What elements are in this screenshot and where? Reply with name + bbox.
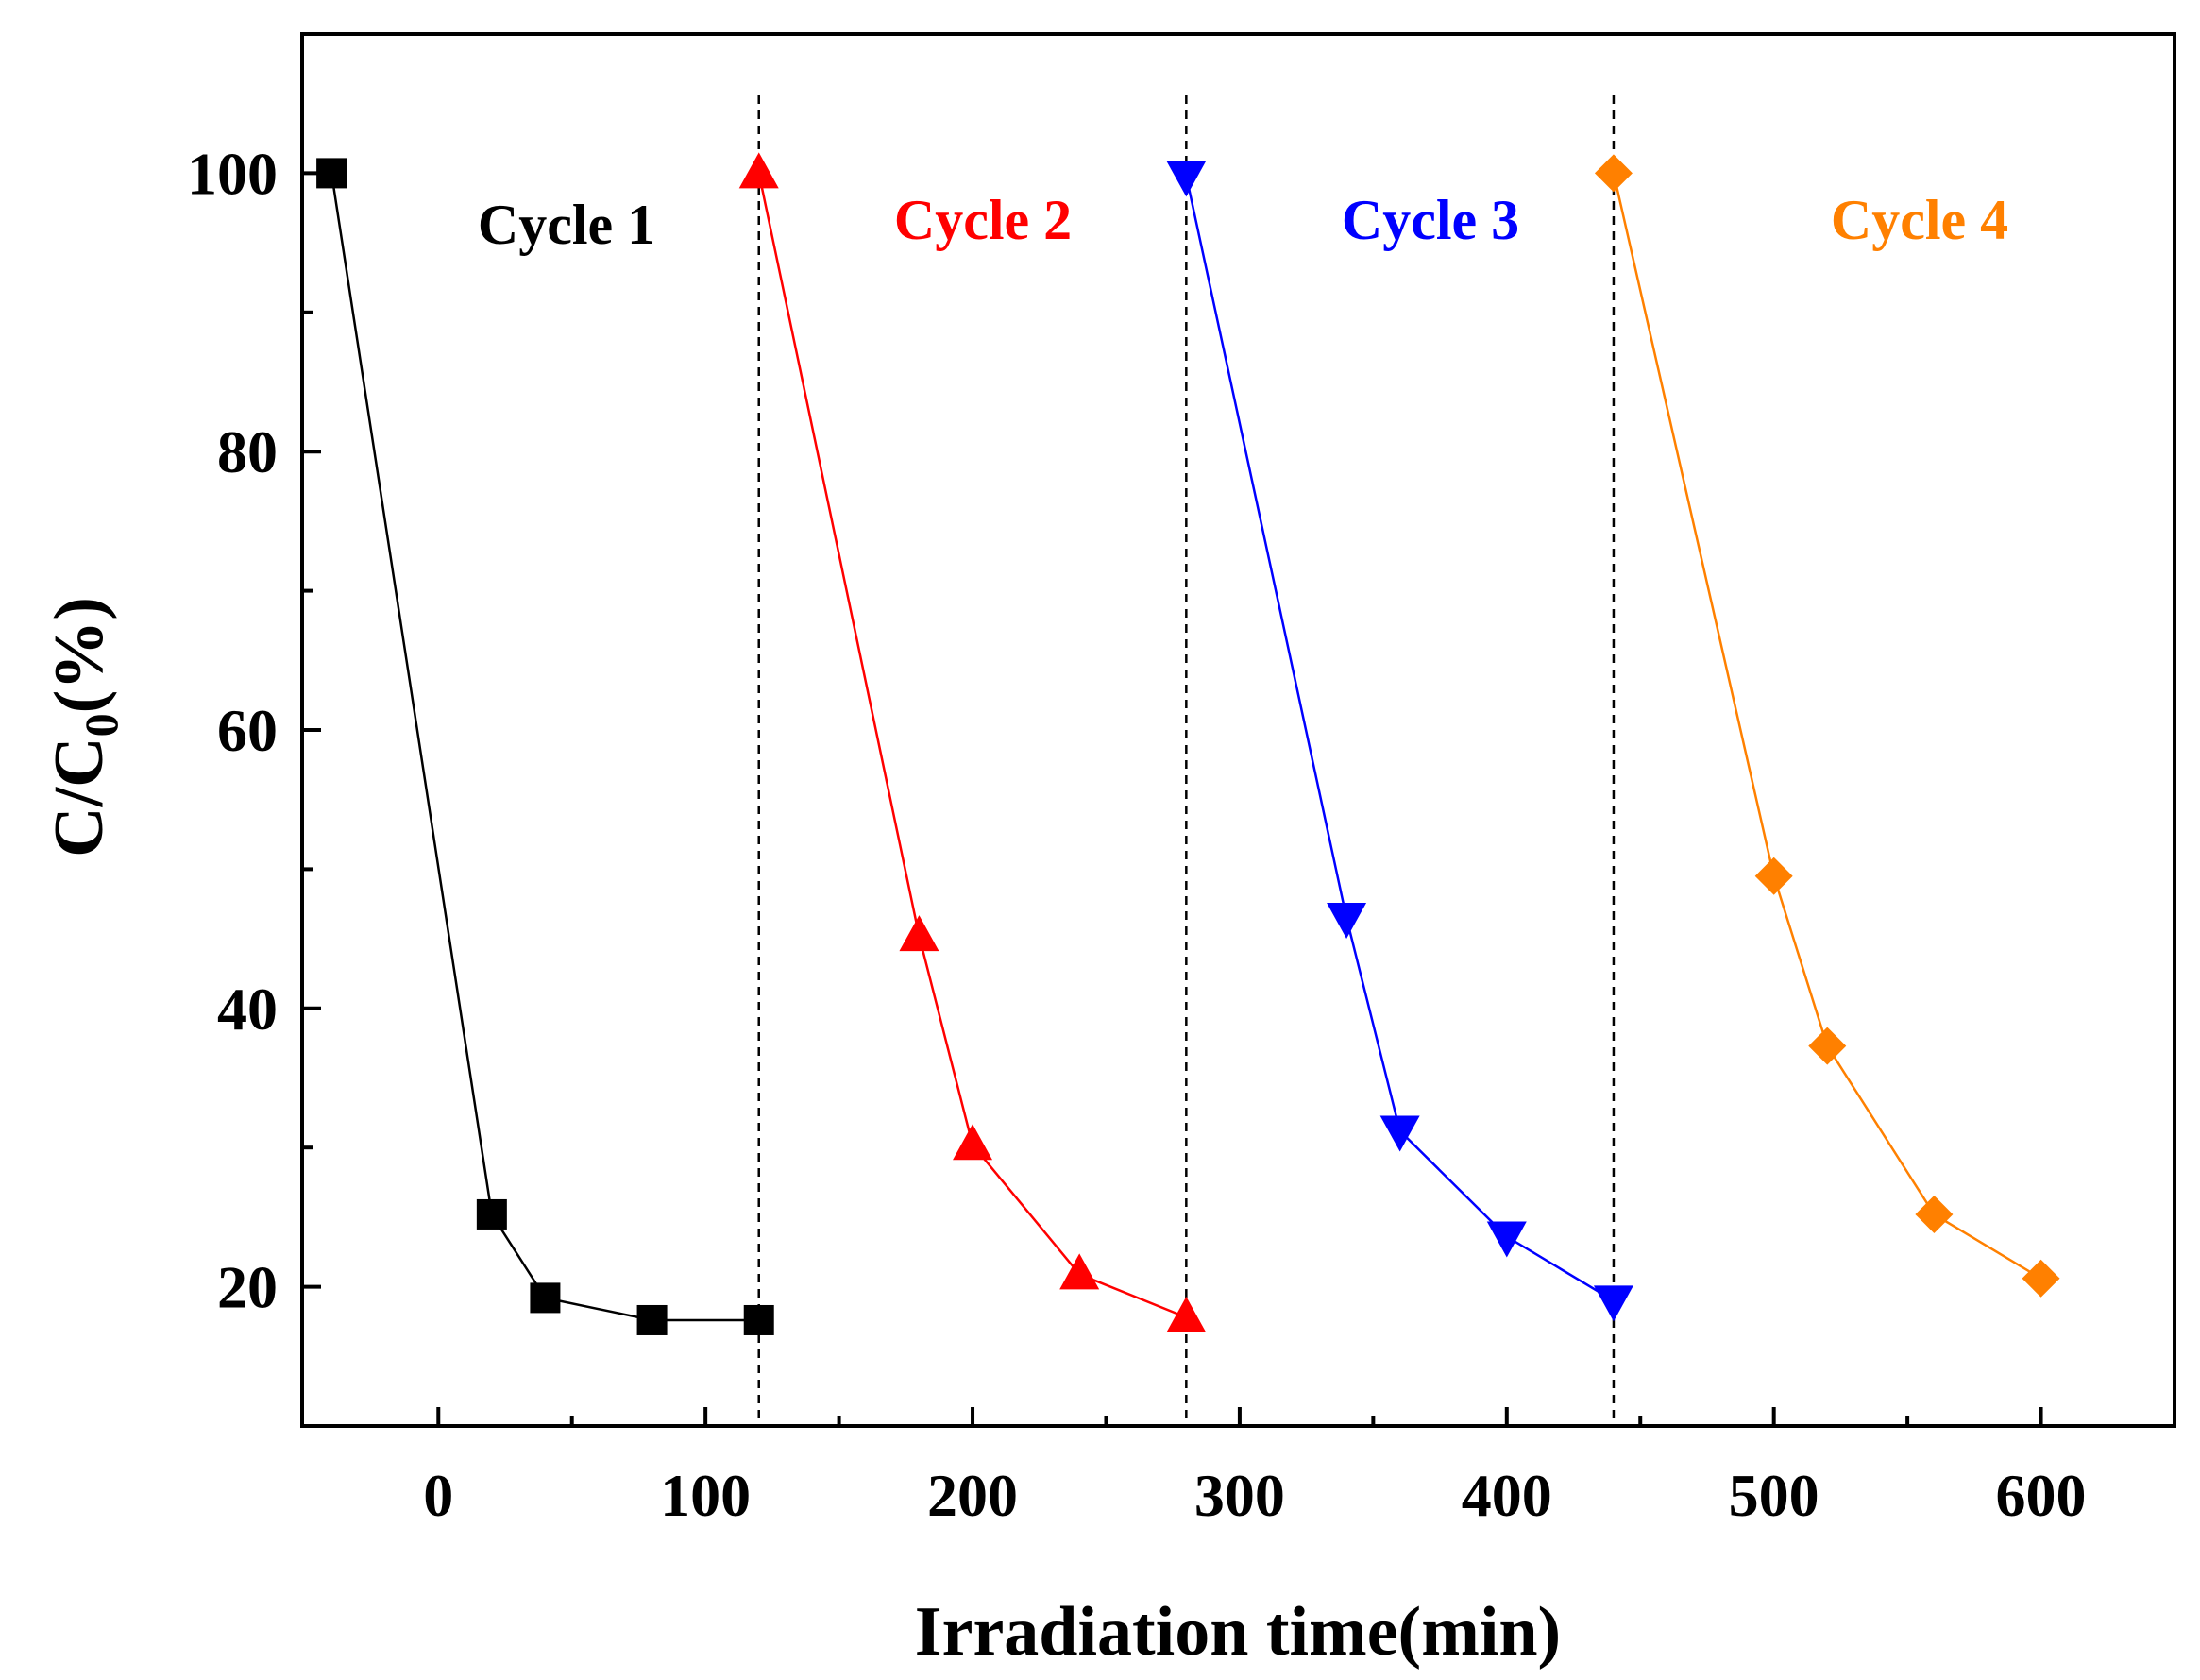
x-tick-label: 0	[423, 1462, 453, 1529]
data-point-cycle-2	[1059, 1253, 1100, 1290]
y-axis-title-unit: (%)	[41, 597, 118, 713]
data-point-cycle-3	[1593, 1285, 1633, 1322]
y-axis-title-subscript: 0	[75, 713, 127, 737]
y-tick-label: 80	[217, 418, 278, 485]
data-point-cycle-4	[1594, 154, 1633, 193]
data-point-cycle-4	[1808, 1027, 1847, 1065]
cycle-1-label: Cycle 1	[478, 194, 655, 256]
data-point-cycle-3	[1486, 1221, 1527, 1258]
data-point-cycle-1	[530, 1282, 561, 1314]
data-point-cycle-1	[316, 158, 347, 189]
cycle-2-label: Cycle 2	[894, 189, 1072, 251]
y-tick-label: 100	[187, 140, 278, 207]
series-layer	[316, 152, 2060, 1335]
data-point-cycle-2	[1166, 1297, 1207, 1333]
cycle-3-label: Cycle 3	[1342, 189, 1519, 251]
data-point-cycle-3	[1166, 161, 1207, 197]
y-tick-label: 40	[217, 976, 278, 1043]
axis-ticks: 0 100 200 300 400 500 600 20 40 60 80 100	[187, 140, 2087, 1529]
data-point-cycle-1	[636, 1304, 668, 1335]
data-point-cycle-2	[738, 152, 779, 189]
x-tick-label: 200	[927, 1462, 1018, 1529]
x-tick-label: 100	[660, 1462, 751, 1529]
cycle-dividers	[757, 95, 1616, 1426]
x-tick-label: 600	[1996, 1462, 2087, 1529]
series-line-cycle-4	[1612, 173, 2042, 1280]
data-point-cycle-3	[1327, 902, 1367, 939]
x-axis-title: Irradiation time(min)	[915, 1593, 1561, 1671]
data-point-cycle-1	[743, 1304, 774, 1335]
data-point-cycle-4	[2022, 1259, 2060, 1298]
x-tick-label: 400	[1462, 1462, 1552, 1529]
data-point-cycle-2	[953, 1124, 993, 1161]
data-point-cycle-1	[476, 1198, 507, 1230]
data-point-cycle-4	[1754, 857, 1793, 895]
data-point-cycle-3	[1379, 1115, 1420, 1152]
data-point-cycle-2	[899, 915, 939, 952]
data-point-cycle-4	[1915, 1195, 1954, 1233]
x-tick-label: 500	[1729, 1462, 1819, 1529]
y-tick-label: 60	[217, 697, 278, 764]
svg-text:C/C0(%): C/C0(%)	[41, 597, 127, 857]
y-axis-title: C/C0(%)	[41, 597, 127, 857]
x-tick-label: 300	[1194, 1462, 1285, 1529]
y-tick-label: 20	[217, 1254, 278, 1321]
y-axis-title-main: C/C	[41, 737, 118, 857]
cycle-4-label: Cycle 4	[1831, 189, 2008, 251]
series-line-cycle-1	[330, 173, 759, 1322]
